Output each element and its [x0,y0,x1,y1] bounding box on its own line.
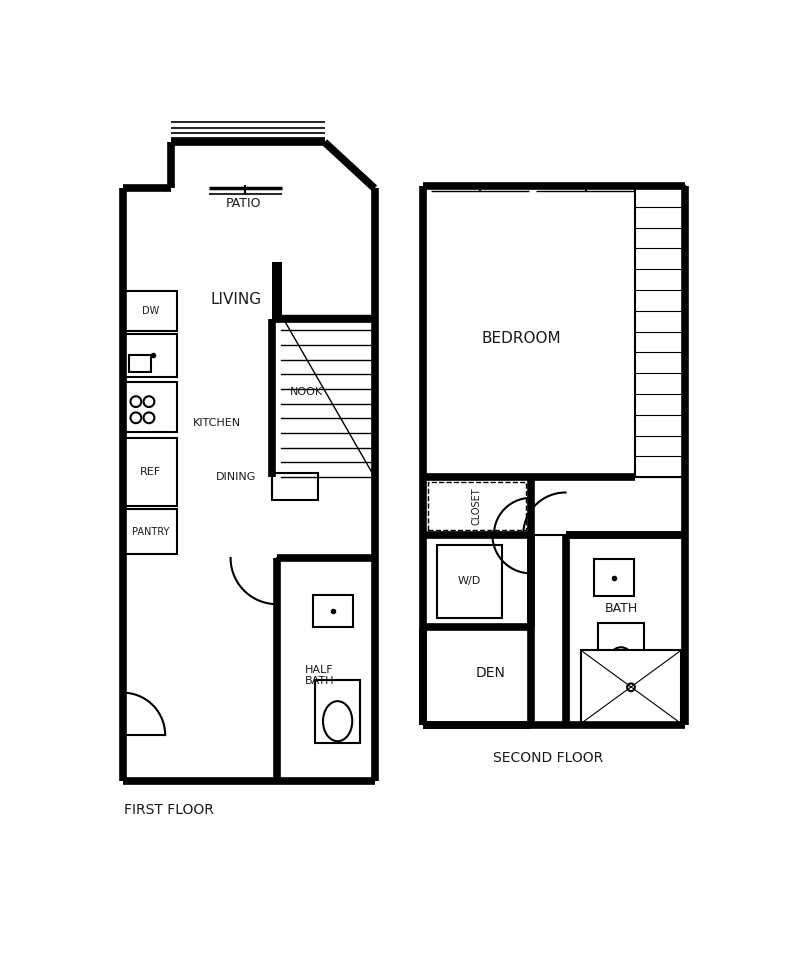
Bar [125,334,177,377]
Text: FIRST FLOOR: FIRST FLOOR [125,803,214,817]
Text: LIVING: LIVING [210,293,261,307]
Bar [313,595,353,627]
Text: DW: DW [142,306,159,316]
Text: HALF: HALF [305,664,333,675]
Bar [636,186,685,211]
Bar [125,291,177,331]
Text: BATH: BATH [304,676,334,686]
Bar [594,560,634,596]
Bar [125,438,177,506]
Text: PANTRY: PANTRY [132,527,169,537]
Text: BEDROOM: BEDROOM [481,331,561,346]
Text: KITCHEN: KITCHEN [193,419,241,428]
Ellipse shape [323,701,353,741]
Text: DINING: DINING [216,472,256,482]
Bar [125,510,177,554]
Text: W/D: W/D [457,576,481,586]
Bar [581,650,681,724]
Text: SECOND FLOOR: SECOND FLOOR [493,751,603,765]
Text: BATH: BATH [604,602,638,614]
Bar [125,382,177,432]
Text: DEN: DEN [475,666,505,681]
Bar [437,545,503,618]
Text: PATIO: PATIO [226,197,261,210]
Text: REF: REF [140,467,161,477]
Ellipse shape [607,647,636,687]
Bar [272,473,318,500]
Bar [272,261,282,320]
Bar [129,355,151,372]
Bar [315,680,360,743]
Bar [598,623,644,686]
Bar [635,186,685,477]
Text: NOOK: NOOK [291,388,323,397]
Text: CLOSET: CLOSET [472,488,482,525]
Bar [428,482,526,530]
